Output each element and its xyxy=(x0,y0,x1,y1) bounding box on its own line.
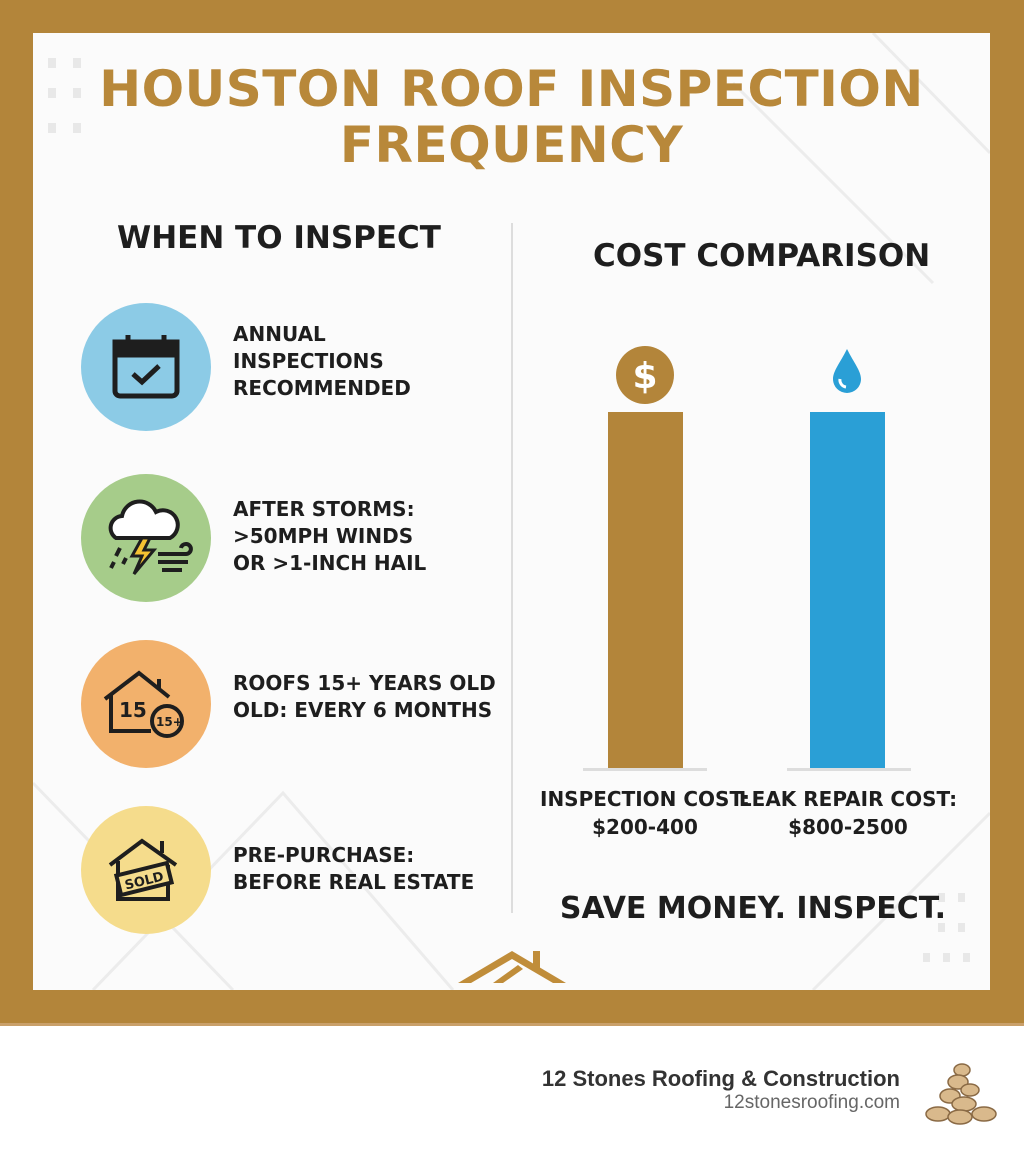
when-heading: WHEN TO INSPECT xyxy=(117,220,441,256)
item-text: BEFORE REAL ESTATE xyxy=(233,870,475,894)
page-title: HOUSTON ROOF INSPECTION FREQUENCY xyxy=(33,61,990,173)
svg-text:15: 15 xyxy=(119,698,147,722)
leak-repair-cost-label: LEAK REPAIR COST: $800-2500 xyxy=(738,785,958,841)
company-url[interactable]: 12stonesroofing.com xyxy=(723,1092,900,1113)
infographic-panel: HOUSTON ROOF INSPECTION FREQUENCY WHEN TO… xyxy=(33,33,990,990)
storm-icon xyxy=(81,474,211,602)
item-text: PRE-PURCHASE: xyxy=(233,843,415,867)
company-name: 12 Stones Roofing & Construction xyxy=(541,1066,900,1091)
item-text: ROOFS 15+ YEARS OLD xyxy=(233,671,496,695)
inspection-cost-label: INSPECTION COST: $200-400 xyxy=(535,785,755,841)
bar-baseline xyxy=(787,768,911,771)
list-item-old-roofs: 15 15+ ROOFS 15+ YEARS OLD OLD: EVERY 6 M… xyxy=(81,640,511,770)
leak-repair-cost-bar xyxy=(810,412,885,768)
svg-text:$: $ xyxy=(632,356,657,397)
item-text: AFTER STORMS: xyxy=(233,497,415,521)
cost-heading: COST COMPARISON xyxy=(593,238,931,274)
title-line-2: FREQUENCY xyxy=(339,116,684,174)
item-text: ANNUAL xyxy=(233,322,326,346)
item-text: >50MPH WINDS xyxy=(233,524,414,548)
tagline: SAVE MONEY. INSPECT. xyxy=(559,891,947,926)
roof-logo-icon xyxy=(458,951,566,983)
list-item-annual: ANNUAL INSPECTIONS RECOMMENDED xyxy=(81,303,511,433)
title-line-1: HOUSTON ROOF INSPECTION xyxy=(99,60,924,118)
sold-house-icon: SOLD xyxy=(81,806,211,934)
stones-logo-icon xyxy=(925,1063,997,1125)
item-text: OR >1-INCH HAIL xyxy=(233,551,427,575)
list-item-pre-purchase: SOLD PRE-PURCHASE: BEFORE REAL ESTATE xyxy=(81,806,511,936)
bar-value: $200-400 xyxy=(592,815,698,839)
house-15-icon: 15 15+ xyxy=(81,640,211,768)
list-item-storms: AFTER STORMS: >50MPH WINDS OR >1-INCH HAIL xyxy=(81,474,511,604)
svg-text:15+: 15+ xyxy=(156,715,183,729)
column-divider xyxy=(511,223,513,913)
item-text: OLD: EVERY 6 MONTHS xyxy=(233,698,493,722)
footer-brand: 12 Stones Roofing & Construction 12stone… xyxy=(542,1066,900,1114)
item-text: RECOMMENDED xyxy=(233,376,411,400)
water-drop-icon xyxy=(833,349,861,393)
calendar-check-icon xyxy=(81,303,211,431)
item-text: INSPECTIONS xyxy=(233,349,384,373)
bar-label: LEAK REPAIR COST: xyxy=(738,787,958,811)
dollar-icon: $ xyxy=(616,346,674,404)
inspection-cost-bar xyxy=(608,412,683,768)
bar-value: $800-2500 xyxy=(788,815,908,839)
bar-label: INSPECTION COST: xyxy=(540,787,750,811)
bar-baseline xyxy=(583,768,707,771)
